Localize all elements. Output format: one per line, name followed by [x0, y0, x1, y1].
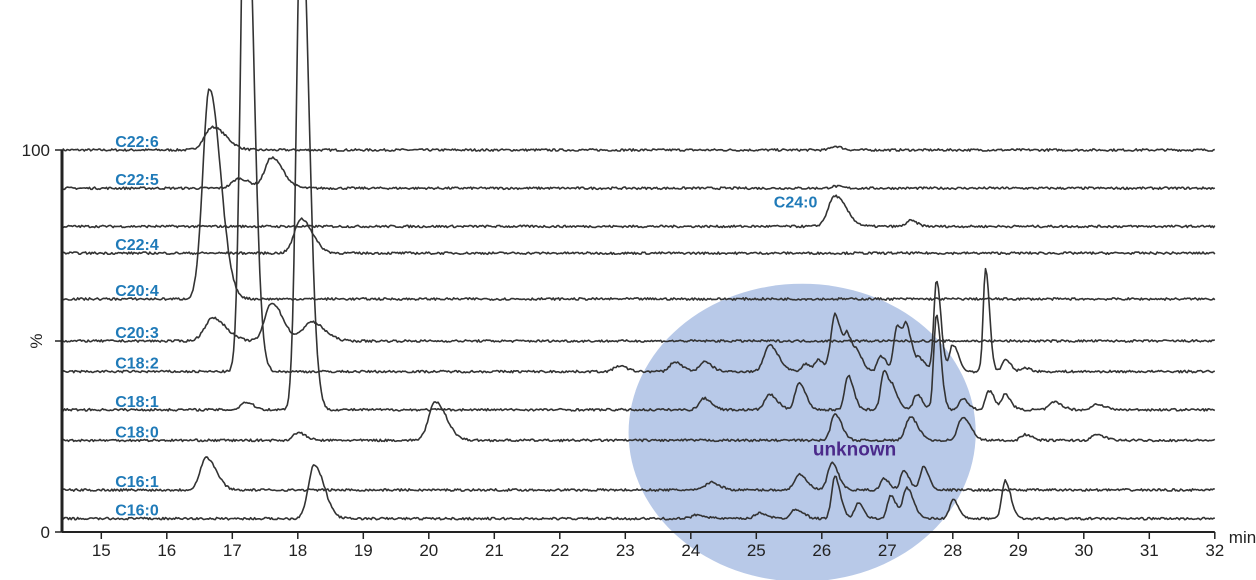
trace-unlabeled-2	[61, 194, 1216, 229]
x-tick-label-23: 23	[616, 541, 635, 560]
x-tick-label-17: 17	[223, 541, 242, 560]
trace-C16-0	[61, 464, 1215, 521]
annotations: C24:0 unknown	[774, 194, 896, 460]
x-tick-label-24: 24	[681, 541, 700, 560]
trace-label-C16-1: C16:1	[115, 474, 159, 491]
x-tick-label-15: 15	[92, 541, 111, 560]
trace-label-C16-0: C16:0	[115, 503, 159, 520]
trace-C18-0	[61, 401, 1216, 443]
x-tick-label-30: 30	[1074, 541, 1093, 560]
y-tick-label-0: 0	[41, 523, 50, 542]
trace-label-C22-6: C22:6	[115, 134, 159, 151]
x-tick-label-26: 26	[812, 541, 831, 560]
x-tick-label-28: 28	[943, 541, 962, 560]
x-tick-label-18: 18	[288, 541, 307, 560]
trace-label-C20-4: C20:4	[115, 283, 159, 300]
x-tick-label-32: 32	[1205, 541, 1224, 560]
unknown-label: unknown	[813, 440, 896, 461]
x-tick-label-16: 16	[157, 541, 176, 560]
trace-C16-1	[61, 456, 1215, 492]
x-tick-label-21: 21	[485, 541, 504, 560]
x-tick-label-19: 19	[354, 541, 373, 560]
x-tick-label-20: 20	[419, 541, 438, 560]
annotation-C24-0: C24:0	[774, 194, 818, 211]
trace-labels: C22:6 C22:5 C22:4 C20:4 C20:3 C18:2 C18:1 C18:0…	[115, 134, 159, 520]
trace-C22-4	[61, 217, 1216, 256]
trace-label-C18-2: C18:2	[115, 356, 159, 373]
trace-C18-1	[61, 0, 1216, 412]
trace-C20-3	[61, 302, 1216, 343]
trace-C22-6	[61, 125, 1215, 152]
trace-label-C20-3: C20:3	[115, 325, 159, 342]
x-tick-label-29: 29	[1009, 541, 1028, 560]
x-tick-label-27: 27	[878, 541, 897, 560]
trace-group	[61, 0, 1216, 521]
trace-C18-2	[61, 0, 1215, 374]
trace-label-C22-5: C22:5	[115, 172, 159, 189]
x-tick-label-25: 25	[747, 541, 766, 560]
trace-label-C18-0: C18:0	[115, 424, 159, 441]
x-axis-ticks: 15 16 17 18 19 20 21 22 23 24 25 26 27 28 29 30 31 32 min	[92, 528, 1256, 560]
trace-C22-5	[61, 156, 1216, 191]
trace-label-C22-4: C22:4	[115, 237, 159, 254]
y-axis-label: %	[27, 333, 46, 348]
y-tick-label-100: 100	[22, 141, 50, 160]
x-axis-unit-label: min	[1229, 528, 1256, 547]
x-tick-label-31: 31	[1140, 541, 1159, 560]
x-tick-label-22: 22	[550, 541, 569, 560]
y-axis-ticks: 0 100%	[22, 141, 62, 542]
trace-C20-4	[61, 88, 1216, 301]
unknown-highlight-region	[628, 283, 976, 580]
trace-label-C18-1: C18:1	[115, 394, 159, 411]
